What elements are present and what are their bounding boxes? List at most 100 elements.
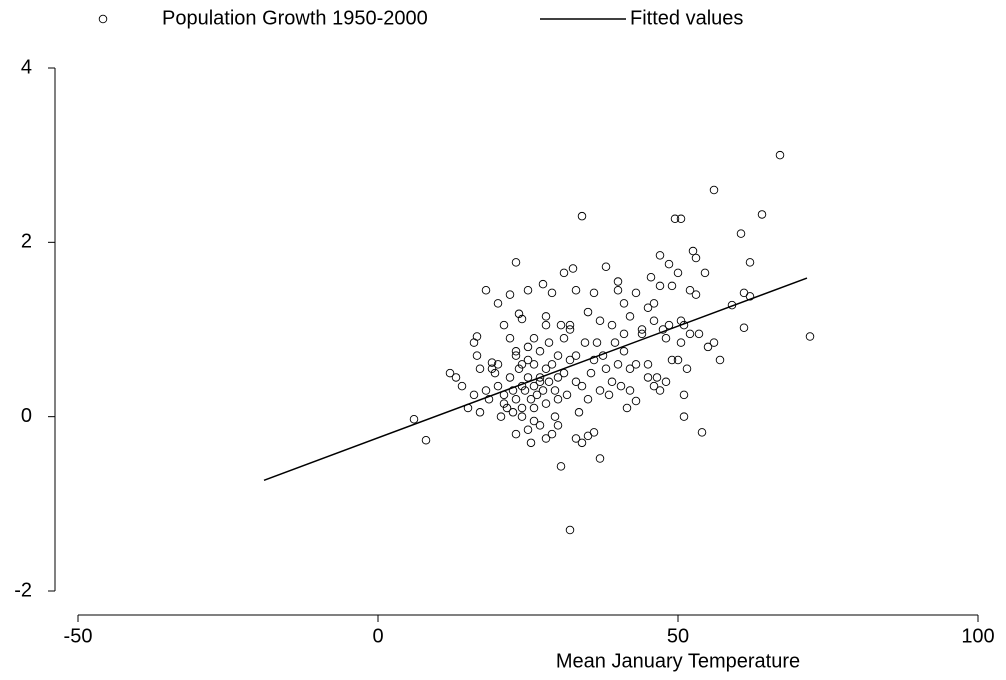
- data-point: [601, 262, 611, 271]
- data-point: [583, 394, 593, 404]
- data-point: [679, 412, 689, 421]
- data-point: [526, 438, 536, 448]
- data-point: [700, 268, 710, 278]
- data-point: [670, 214, 680, 224]
- data-point: [496, 412, 506, 421]
- data-point: [511, 429, 521, 439]
- data-point: [505, 333, 515, 343]
- data-point: [625, 386, 635, 395]
- data-point: [622, 403, 632, 413]
- data-point: [523, 425, 533, 434]
- legend-symbol: [98, 14, 108, 24]
- legend-label: Fitted values: [630, 7, 743, 29]
- data-point: [517, 403, 527, 413]
- data-point: [673, 355, 683, 365]
- fitted-line: [263, 277, 808, 482]
- data-point: [655, 386, 665, 395]
- data-point: [469, 390, 479, 400]
- data-point: [709, 185, 719, 195]
- data-point: [508, 408, 518, 417]
- data-point: [562, 390, 572, 400]
- data-point: [607, 320, 617, 330]
- data-point: [541, 312, 551, 321]
- data-point: [589, 288, 599, 298]
- data-point: [616, 381, 626, 391]
- data-point: [613, 286, 623, 295]
- x-axis-label: Mean January Temperature: [556, 650, 800, 672]
- data-point: [745, 292, 755, 301]
- data-point: [661, 377, 671, 387]
- data-point: [688, 246, 698, 256]
- data-point: [505, 373, 515, 382]
- data-point: [520, 386, 530, 395]
- data-point: [685, 329, 695, 339]
- data-point: [535, 347, 545, 356]
- data-point: [544, 377, 554, 387]
- data-point: [625, 364, 635, 373]
- data-point: [592, 338, 602, 347]
- data-point: [775, 150, 785, 160]
- data-point: [523, 355, 533, 365]
- y-tick-label: 0: [21, 405, 32, 427]
- data-point: [709, 338, 719, 347]
- data-point: [541, 320, 551, 330]
- data-point: [529, 403, 539, 413]
- data-point: [538, 386, 548, 395]
- data-point: [571, 434, 581, 443]
- data-point: [694, 329, 704, 339]
- data-point: [421, 435, 431, 445]
- data-point: [661, 333, 671, 343]
- data-point: [502, 403, 512, 413]
- data-point: [481, 386, 491, 395]
- data-point: [649, 381, 659, 391]
- x-tick-label: 50: [667, 625, 689, 647]
- data-point: [499, 320, 509, 330]
- data-point: [532, 390, 542, 400]
- data-point: [637, 329, 647, 339]
- data-point: [676, 214, 686, 224]
- data-point: [679, 390, 689, 400]
- data-point: [541, 399, 551, 408]
- data-point: [595, 454, 605, 463]
- data-point: [490, 368, 500, 378]
- data-point: [553, 421, 563, 430]
- data-point: [577, 211, 587, 221]
- data-point: [481, 286, 491, 295]
- data-point: [571, 351, 581, 360]
- data-point: [472, 351, 482, 360]
- data-point: [685, 286, 695, 295]
- data-point: [736, 229, 746, 238]
- data-point: [511, 394, 521, 404]
- data-point: [526, 394, 536, 404]
- data-point: [535, 373, 545, 382]
- data-point: [529, 333, 539, 343]
- data-point: [523, 342, 533, 352]
- data-point: [475, 364, 485, 373]
- data-point: [586, 368, 596, 378]
- data-point: [553, 394, 563, 404]
- data-point: [529, 416, 539, 426]
- data-point: [508, 386, 518, 395]
- data-point: [655, 281, 665, 291]
- data-point: [667, 355, 677, 365]
- data-point: [676, 338, 686, 347]
- data-point: [535, 421, 545, 430]
- data-point: [565, 320, 575, 330]
- data-point: [451, 373, 461, 382]
- data-point: [493, 299, 503, 308]
- data-point: [682, 364, 692, 373]
- data-point: [472, 332, 482, 341]
- data-point: [646, 272, 656, 282]
- data-point: [556, 462, 566, 471]
- data-point: [559, 368, 569, 378]
- data-point: [457, 381, 467, 391]
- data-point: [664, 259, 674, 269]
- data-point: [577, 381, 587, 391]
- data-point: [613, 277, 623, 286]
- data-point: [544, 338, 554, 347]
- data-point: [607, 377, 617, 387]
- data-point: [559, 268, 569, 278]
- data-point: [547, 429, 557, 439]
- x-tick-label: -50: [64, 625, 93, 647]
